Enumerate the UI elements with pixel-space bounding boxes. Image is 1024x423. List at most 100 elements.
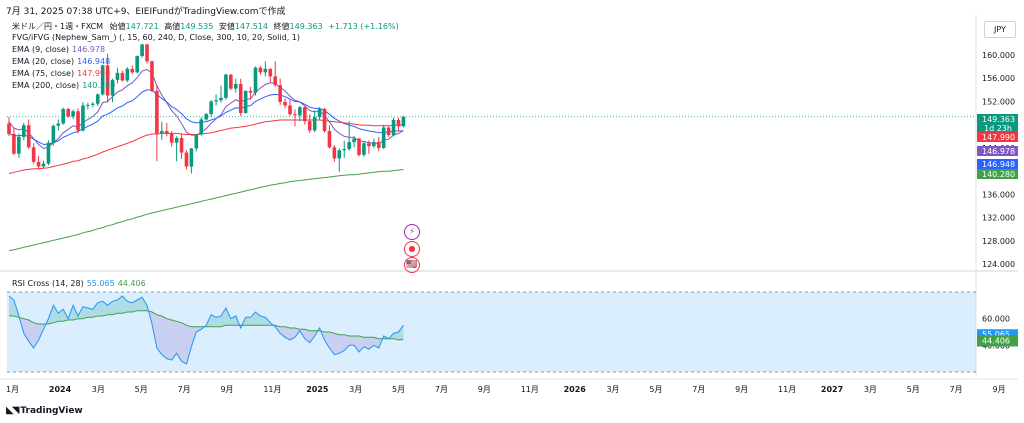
rsi-cross-fill (38, 324, 44, 340)
time-tick-label: 9月 (992, 385, 1005, 394)
time-tick-label: 5月 (392, 385, 405, 394)
candle-body (105, 65, 110, 96)
candle-body (337, 150, 342, 159)
time-tick-label: 9月 (478, 385, 491, 394)
candle-body (145, 44, 149, 62)
flag-jp-event-icon[interactable]: ● (404, 241, 420, 257)
candle-body (268, 68, 273, 77)
candle-body (81, 105, 85, 131)
ema-75-line (8, 119, 404, 174)
rsi-cross-fill (132, 300, 138, 312)
candle-body (327, 131, 332, 148)
candle-body (56, 123, 61, 126)
time-tick-label: 7月 (950, 385, 963, 394)
candle-body (367, 143, 371, 147)
rsi-cross-fill (127, 301, 133, 312)
price-tick-label: 132.000 (982, 214, 1015, 223)
time-tick-label: 9月 (220, 385, 233, 394)
rsi-fast-line (8, 295, 404, 365)
rsi-cross-fill (142, 297, 148, 311)
candle-body (233, 83, 238, 89)
tradingview-logo[interactable]: ◣◥ TradingView (6, 405, 83, 416)
indicator-label: EMA (20, close) (12, 57, 75, 66)
candle-body (76, 111, 80, 131)
rsi-slow-value: 44.406 (117, 279, 146, 288)
price-tick-label: 160.000 (982, 51, 1015, 60)
indicator-legend-ema200[interactable]: EMA (200, close) 140.280 (12, 81, 115, 90)
timestamp: 7月 31, 2025 07:38 UTC+9、EIEIFundがTrading… (6, 7, 286, 17)
time-tick-label: 3月 (349, 385, 362, 394)
candle-body (238, 83, 243, 114)
candle-body (391, 120, 396, 136)
price-tick-label: 124.000 (982, 260, 1015, 269)
rsi-cross-fill (250, 312, 256, 326)
price-tag-value: 146.978 (982, 147, 1015, 156)
candle-body (61, 108, 66, 124)
rsi-tag-value: 44.406 (982, 336, 1010, 345)
candle-body (36, 161, 41, 167)
time-tick-label: 2024 (49, 385, 72, 394)
lightning-event-icon[interactable]: ⚡ (404, 224, 420, 240)
candle-body (307, 121, 312, 131)
candle-body (229, 74, 233, 89)
time-tick-label: 11月 (521, 385, 539, 394)
candle-body (322, 108, 327, 132)
rsi-tick-label: 60.000 (982, 315, 1010, 324)
chart-header: 7月 31, 2025 07:38 UTC+9、EIEIFundがTrading… (6, 4, 286, 17)
indicator-label: EMA (200, close) (12, 81, 80, 90)
rsi-cross-fill (82, 306, 88, 319)
rsi-cross-fill (216, 316, 221, 327)
ohlc-open-value: 147.721 (125, 22, 159, 31)
candle-body (312, 117, 317, 131)
indicator-legend-fvg[interactable]: FVG/iFVG (Nephew_Sam_) (, 15, 60, 240, D… (12, 33, 300, 42)
time-tick-label: 11月 (778, 385, 796, 394)
ohlc-close-value: 149.363 (289, 22, 323, 31)
rsi-cross-fill (137, 297, 143, 311)
rsi-fast-value: 55.065 (86, 279, 115, 288)
ema-200-line (8, 169, 404, 252)
price-tag-value: 149.363 (982, 115, 1015, 124)
price-tag-value: 140.280 (982, 170, 1015, 179)
time-tick-label: 2025 (306, 385, 329, 394)
indicator-legend-ema9[interactable]: EMA (9, close) 146.978 (12, 45, 105, 54)
currency-button[interactable]: JPY (984, 21, 1016, 38)
ema-9-line (8, 68, 404, 150)
candle-body (135, 56, 139, 73)
indicator-value: 140.280 (82, 81, 116, 90)
rsi-cross-fill (309, 330, 315, 343)
candle-body (130, 68, 135, 73)
indicator-legend-ema75[interactable]: EMA (75, close) 147.990 (12, 69, 110, 78)
candle-body (224, 74, 228, 98)
candle-body (219, 97, 223, 101)
price-tag-bg (977, 146, 1018, 156)
candle-body (31, 147, 36, 162)
rsi-cross-fill (290, 328, 295, 340)
rsi-legend[interactable]: RSI Cross (14, 28) 55.065 44.406 (12, 279, 146, 288)
rsi-tag-bg (977, 335, 1018, 347)
symbol-legend[interactable]: 米ドル／円・1週・FXCM 始値147.721 高値149.535 安値147.… (12, 21, 399, 32)
price-tick-label: 128.000 (982, 237, 1015, 246)
rsi-cross-fill (334, 333, 340, 355)
brand-name: TradingView (20, 405, 83, 416)
time-tick-label: 5月 (135, 385, 148, 394)
rsi-band (7, 292, 976, 372)
candle-body (253, 67, 258, 93)
ohlc-high-label: 高値 (164, 22, 181, 31)
candle-body (51, 125, 56, 143)
flag-us-event-icon[interactable]: 🇺🇸 (404, 257, 420, 273)
indicator-value: 147.990 (77, 69, 111, 78)
rsi-cross-fill (151, 312, 157, 348)
indicator-legend-ema20[interactable]: EMA (20, close) 146.948 (12, 57, 110, 66)
candle-body (140, 44, 144, 57)
time-tick-label: 5月 (649, 385, 662, 394)
price-tag-countdown: 1d 23h (984, 124, 1012, 133)
candle-body (243, 90, 248, 114)
candle-body (298, 107, 302, 116)
rsi-tag-bg (977, 329, 1018, 341)
rsi-cross-fill (368, 337, 374, 350)
time-tick-label: 7月 (692, 385, 705, 394)
candle-body (184, 152, 189, 167)
time-tick-label: 11月 (263, 385, 281, 394)
rsi-cross-fill (211, 314, 217, 327)
